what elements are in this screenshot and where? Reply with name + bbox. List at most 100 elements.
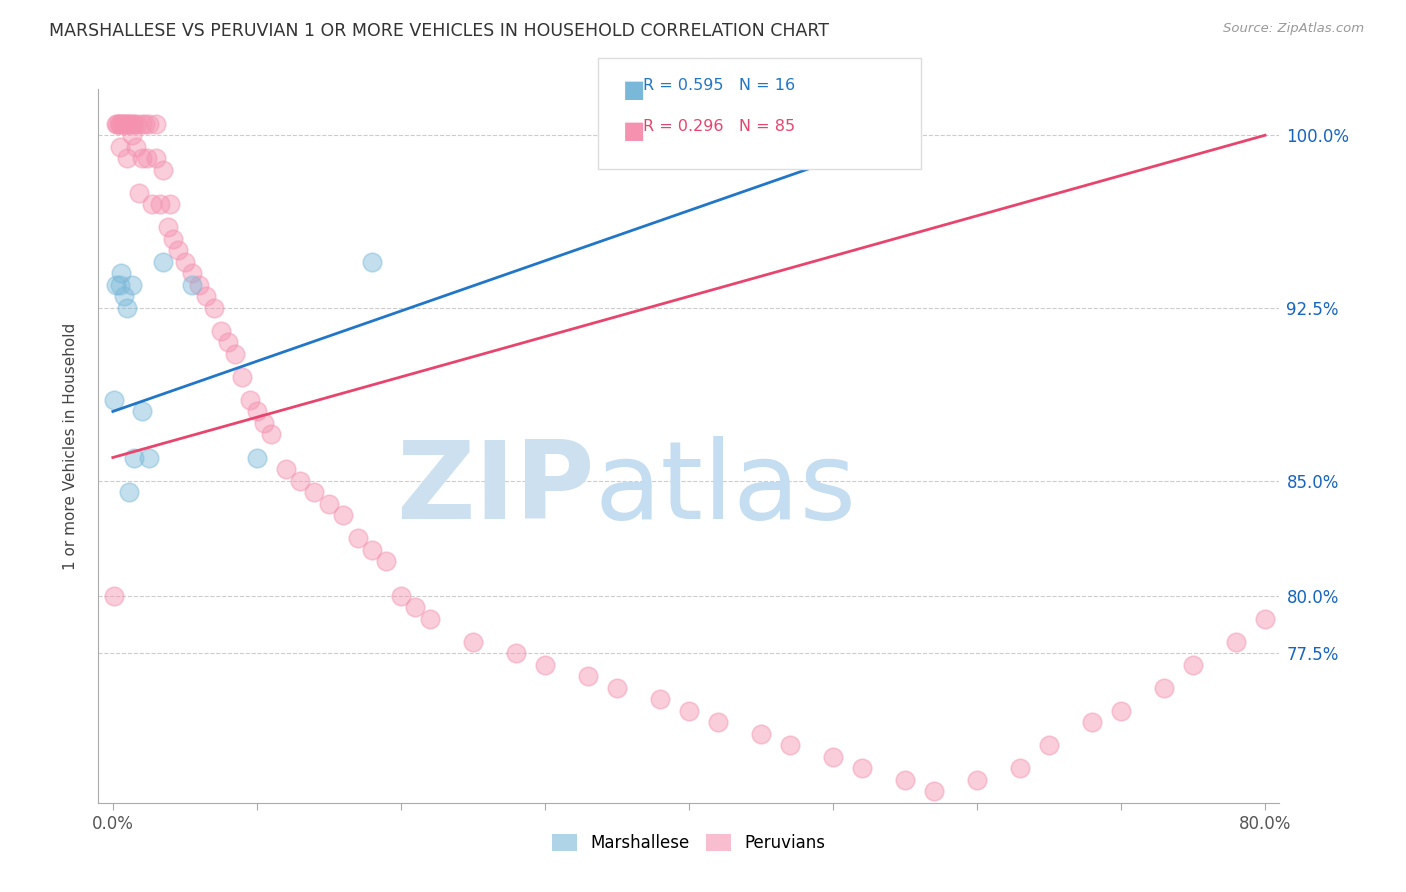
Text: ■: ■ [623, 119, 645, 143]
Point [851, 761, 873, 775]
Point [576, 669, 599, 683]
Point [288, 474, 311, 488]
Point [138, 117, 160, 131]
Point [103, 589, 125, 603]
Point [253, 416, 276, 430]
Point [375, 554, 398, 568]
Point [202, 301, 225, 315]
Point [304, 485, 326, 500]
Point [131, 117, 153, 131]
Point [224, 347, 246, 361]
Y-axis label: 1 or more Vehicles in Household: 1 or more Vehicles in Household [63, 322, 77, 570]
Point [650, 692, 672, 706]
Point [128, 186, 150, 200]
Point [125, 140, 148, 154]
Point [1254, 612, 1277, 626]
Point [166, 244, 188, 258]
Point [419, 612, 441, 626]
Point [217, 335, 239, 350]
Point [231, 370, 253, 384]
Point [124, 450, 146, 465]
Point [152, 162, 174, 177]
Point [318, 497, 340, 511]
Point [159, 197, 181, 211]
Point [966, 772, 988, 787]
Point [127, 117, 149, 131]
Point [110, 117, 132, 131]
Point [361, 542, 384, 557]
Point [145, 117, 167, 131]
Point [260, 427, 283, 442]
Point [112, 117, 135, 131]
Point [246, 404, 269, 418]
Point [181, 266, 204, 280]
Point [534, 657, 557, 672]
Point [195, 289, 218, 303]
Point [138, 450, 160, 465]
Point [361, 255, 384, 269]
Point [389, 589, 412, 603]
Point [145, 151, 167, 165]
Point [505, 646, 527, 660]
Point [162, 232, 184, 246]
Point [749, 727, 772, 741]
Point [110, 266, 132, 280]
Text: R = 0.595   N = 16: R = 0.595 N = 16 [643, 78, 794, 93]
Legend: Marshallese, Peruvians: Marshallese, Peruvians [546, 827, 832, 859]
Point [104, 277, 127, 292]
Point [124, 117, 146, 131]
Point [404, 600, 426, 615]
Point [134, 117, 156, 131]
Point [606, 681, 628, 695]
Point [821, 749, 844, 764]
Point [922, 784, 945, 798]
Point [107, 117, 129, 131]
Text: R = 0.296   N = 85: R = 0.296 N = 85 [643, 119, 794, 134]
Point [108, 277, 131, 292]
Point [103, 392, 125, 407]
Point [115, 301, 138, 315]
Point [461, 634, 484, 648]
Point [1081, 715, 1104, 730]
Text: MARSHALLESE VS PERUVIAN 1 OR MORE VEHICLES IN HOUSEHOLD CORRELATION CHART: MARSHALLESE VS PERUVIAN 1 OR MORE VEHICL… [49, 22, 830, 40]
Text: atlas: atlas [595, 436, 856, 541]
Point [1398, 519, 1406, 533]
Point [246, 450, 269, 465]
Point [706, 715, 728, 730]
Point [104, 117, 127, 131]
Point [894, 772, 917, 787]
Point [114, 117, 136, 131]
Point [1326, 566, 1348, 580]
Point [122, 117, 145, 131]
Point [115, 117, 138, 131]
Point [118, 485, 141, 500]
Point [239, 392, 262, 407]
Point [1153, 681, 1175, 695]
Point [131, 404, 153, 418]
Point [209, 324, 232, 338]
Point [121, 277, 143, 292]
Point [1010, 761, 1032, 775]
Point [181, 277, 204, 292]
Point [108, 117, 131, 131]
Point [1109, 704, 1132, 718]
Point [141, 197, 163, 211]
Point [115, 151, 138, 165]
Point [779, 738, 801, 752]
Text: ■: ■ [623, 78, 645, 102]
Point [1369, 542, 1392, 557]
Point [152, 255, 174, 269]
Point [131, 151, 153, 165]
Point [274, 462, 297, 476]
Point [678, 704, 700, 718]
Point [894, 117, 917, 131]
Point [1182, 657, 1205, 672]
Point [105, 117, 128, 131]
Point [112, 289, 135, 303]
Point [108, 140, 131, 154]
Point [346, 531, 368, 545]
Point [1225, 634, 1247, 648]
Point [118, 117, 141, 131]
Text: Source: ZipAtlas.com: Source: ZipAtlas.com [1223, 22, 1364, 36]
Point [111, 117, 134, 131]
